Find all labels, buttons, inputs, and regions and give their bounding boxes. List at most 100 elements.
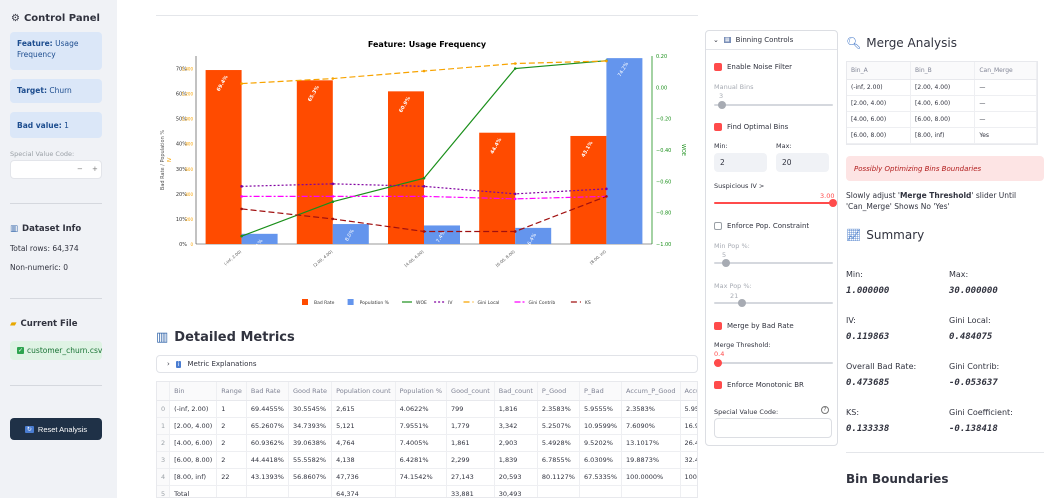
merge-bad-rate-checkbox[interactable]: Merge by Bad Rate <box>714 322 794 330</box>
summary-title: 📈︎ Summary <box>846 228 925 242</box>
merge-grid: Bin_A Bin_B Can_Merge (-inf, 2.00) [2.00, 4… <box>847 62 1037 144</box>
slider-handle[interactable] <box>714 359 722 367</box>
min-input[interactable]: 2 <box>714 153 767 172</box>
find-optimal-checkbox[interactable]: Find Optimal Bins <box>714 123 788 131</box>
max-input[interactable]: 20 <box>776 153 829 172</box>
table-cell: 100.0000% <box>680 468 697 486</box>
optimization-alert: Possibly Optimizing Bins Boundaries <box>846 156 1044 181</box>
max-pop-slider[interactable] <box>714 299 833 307</box>
x-tick-label: [4.00, 6.00) <box>403 249 425 268</box>
y-tick-label-2: 0 <box>190 242 193 247</box>
noise-filter-checkbox[interactable]: Enable Noise Filter <box>714 63 792 71</box>
legend-label: WOE <box>416 300 427 306</box>
refresh-icon: ↻ <box>24 425 34 433</box>
table-cell: 3,342 <box>494 417 538 435</box>
special-value-input[interactable]: − + <box>10 160 102 179</box>
special-code-input[interactable] <box>714 418 832 438</box>
table-row[interactable]: 4 [8.00, inf) 22 43.1393% 56.8607% 47,736 74.1… <box>157 468 697 486</box>
help-icon[interactable]: ? <box>821 406 829 414</box>
table-cell: 5,121 <box>331 417 396 435</box>
table-cell: 1 <box>216 400 247 418</box>
pop-constraint-checkbox[interactable]: Enforce Pop. Constraint <box>714 222 809 230</box>
gini-local-label: Gini Local: <box>949 316 991 325</box>
table-row[interactable]: 1 [2.00, 4.00) 2 65.2607% 34.7393% 5,121 7.955… <box>157 417 697 435</box>
table-cell: 9.5202% <box>579 434 623 452</box>
min-pop-slider[interactable] <box>714 259 833 267</box>
table-row[interactable]: [4.00, 6.00) [6.00, 8.00) — <box>847 111 1037 128</box>
gini-local-point <box>605 59 608 63</box>
slider-handle[interactable] <box>722 259 730 267</box>
bad-rate-bar <box>296 80 333 244</box>
table-cell: — <box>974 95 1037 112</box>
manual-bins-value: 3 <box>719 92 724 100</box>
merge-threshold-slider[interactable] <box>714 359 833 367</box>
suspicious-iv-slider[interactable] <box>714 199 837 207</box>
merge-table[interactable]: Bin_A Bin_B Can_Merge (-inf, 2.00) [2.00, 4… <box>846 61 1038 145</box>
table-cell <box>216 485 247 497</box>
table-cell: 7.4005% <box>395 434 448 452</box>
y-right-tick-label: 0.20 <box>656 54 667 60</box>
table-cell: [2.00, 4.00) <box>169 417 218 435</box>
table-cell: 6.4281% <box>395 451 448 469</box>
increment-button[interactable]: + <box>92 165 98 173</box>
grid-icon: ▦ <box>723 37 731 43</box>
bad-value-box: Bad value: 1 <box>10 112 102 138</box>
table-row[interactable]: [2.00, 4.00) [4.00, 6.00) — <box>847 95 1037 112</box>
reset-analysis-button[interactable]: ↻ Reset Analysis <box>10 418 102 440</box>
population-data-label: 7.4% <box>435 230 447 244</box>
gini-local-point <box>422 69 426 73</box>
y-right-tick-label: −0.20 <box>656 117 671 123</box>
decrement-button[interactable]: − <box>77 165 83 173</box>
gini-coef-label: Gini Coefficient: <box>949 408 1013 417</box>
table-row[interactable]: (-inf, 2.00) [2.00, 4.00) — <box>847 79 1037 96</box>
special-code-label: Special Value Code: <box>714 408 779 416</box>
checkbox-checked-icon <box>714 63 722 71</box>
table-row[interactable]: 5 Total 64,374 33,881 30,493 <box>157 485 697 497</box>
table-cell: 56.8607% <box>288 468 333 486</box>
slider-handle[interactable] <box>829 199 837 207</box>
table-cell <box>395 485 448 497</box>
table-cell: Yes <box>974 127 1037 144</box>
check-icon: ✓ <box>17 347 25 354</box>
y-tick-label: 70% <box>176 67 187 73</box>
table-cell: 4,764 <box>331 434 396 452</box>
table-cell: 64,374 <box>331 485 396 497</box>
slider-handle[interactable] <box>738 299 746 307</box>
y-tick-label-2: 400 <box>185 192 193 197</box>
column-header <box>157 382 171 401</box>
table-cell: 2 <box>216 451 247 469</box>
table-cell: 69.4455% <box>246 400 289 418</box>
metrics-table[interactable]: Bin Range Bad Rate Good Rate Population coun… <box>156 381 698 498</box>
table-row[interactable]: 0 (-inf, 2.00) 1 69.4455% 30.5545% 2,615 4.062… <box>157 400 697 418</box>
table-row[interactable]: [6.00, 8.00) [8.00, inf) Yes <box>847 127 1037 144</box>
slider-handle[interactable] <box>718 101 726 109</box>
total-rows: Total rows: 64,374 <box>10 244 79 253</box>
merge-body: (-inf, 2.00) [2.00, 4.00) — [2.00, 4.00) [4.… <box>847 79 1037 144</box>
table-cell: 47,736 <box>331 468 396 486</box>
table-cell: Total <box>169 485 218 497</box>
merge-threshold-value: 0.4 <box>714 350 725 358</box>
table-cell: 1,861 <box>446 434 495 452</box>
y-tick-label-2: 1,200 <box>182 92 194 97</box>
manual-bins-slider[interactable] <box>714 101 833 109</box>
y-right-tick-label: −0.80 <box>656 211 671 217</box>
top-divider <box>156 15 698 16</box>
table-cell: 1,816 <box>494 400 538 418</box>
table-row[interactable]: 3 [6.00, 8.00) 2 44.4418% 55.5582% 4,138 6.428… <box>157 451 697 469</box>
merge-header-row: Bin_A Bin_B Can_Merge <box>847 62 1037 80</box>
monotonic-checkbox[interactable]: Enforce Monotonic BR <box>714 381 804 389</box>
table-cell: 2 <box>216 434 247 452</box>
suspicious-iv-label: Suspicious IV > <box>714 182 765 190</box>
table-row[interactable]: 2 [4.00, 6.00) 2 60.9362% 39.0638% 4,764 7.400… <box>157 434 697 452</box>
table-cell: 34.7393% <box>288 417 333 435</box>
y-axis-label: Bad Rate / Population % <box>160 130 166 190</box>
binning-controls-panel: ⌄ ▦ Binning Controls Enable Noise Filter… <box>705 30 838 446</box>
legend-swatch <box>302 299 308 305</box>
table-cell: 19.8873% <box>621 451 681 469</box>
metric-explanations-expander[interactable]: › i Metric Explanations <box>156 355 698 373</box>
table-cell: 6.7855% <box>537 451 580 469</box>
y-right-tick-label: 0.00 <box>656 85 667 91</box>
table-cell: (-inf, 2.00) <box>847 79 912 96</box>
row-index: 4 <box>157 468 171 486</box>
binning-controls-header[interactable]: ⌄ ▦ Binning Controls <box>706 31 837 50</box>
